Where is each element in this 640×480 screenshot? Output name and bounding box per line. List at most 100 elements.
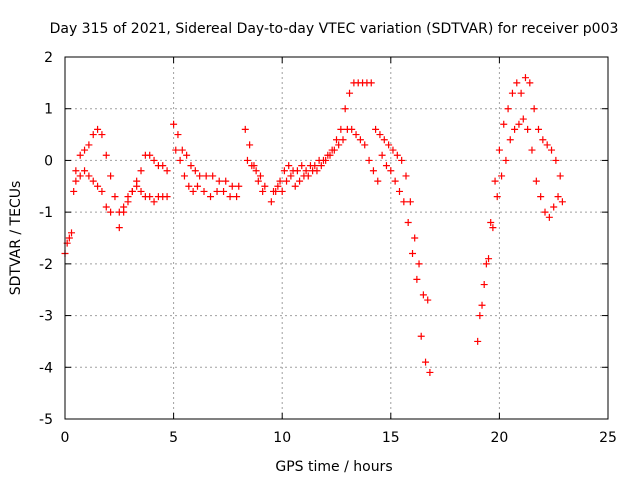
x-tick-label: 0	[61, 430, 70, 446]
data-point	[220, 187, 228, 195]
data-point	[89, 131, 97, 139]
data-point	[491, 177, 499, 185]
data-point	[376, 131, 384, 139]
data-point	[517, 89, 525, 97]
chart-title: Day 315 of 2021, Sidereal Day-to-day VTE…	[50, 21, 619, 37]
y-axis-label: SDTVAR / TECUs	[8, 181, 24, 296]
data-point	[480, 281, 488, 289]
data-point	[424, 296, 432, 304]
data-point	[500, 120, 508, 128]
data-point	[317, 162, 325, 170]
data-point	[174, 131, 182, 139]
data-point	[382, 162, 390, 170]
data-point	[504, 105, 512, 113]
data-point	[339, 136, 347, 144]
grid-lines	[65, 57, 608, 419]
data-point	[404, 218, 412, 226]
data-point	[528, 146, 536, 154]
data-point	[541, 208, 549, 216]
data-point	[515, 120, 523, 128]
x-tick-label: 25	[599, 430, 617, 446]
x-tick-label: 20	[490, 430, 508, 446]
data-point	[530, 105, 538, 113]
data-point	[85, 172, 93, 180]
data-point	[400, 198, 408, 206]
data-point	[296, 177, 304, 185]
data-point	[222, 177, 230, 185]
data-point	[487, 218, 495, 226]
data-point	[406, 198, 414, 206]
data-point	[409, 250, 417, 258]
y-tick-label: 0	[44, 153, 53, 169]
data-point	[476, 312, 484, 320]
data-point	[254, 177, 262, 185]
data-point	[335, 141, 343, 149]
x-tick-label: 10	[273, 430, 291, 446]
data-point	[278, 187, 286, 195]
data-point	[398, 156, 406, 164]
data-point	[395, 187, 403, 195]
data-point	[85, 141, 93, 149]
data-point	[261, 182, 269, 190]
data-point	[532, 177, 540, 185]
x-tick-label: 15	[382, 430, 400, 446]
data-point	[98, 131, 106, 139]
data-point	[68, 229, 76, 237]
data-points	[61, 74, 566, 376]
data-point	[276, 177, 284, 185]
data-point	[180, 172, 188, 180]
y-tick-label: 2	[44, 50, 53, 66]
data-point	[485, 255, 493, 263]
data-point	[322, 156, 330, 164]
data-point	[356, 136, 364, 144]
data-point	[519, 115, 527, 123]
y-tick-label: -3	[39, 309, 53, 325]
data-point	[534, 125, 542, 133]
data-point	[235, 182, 243, 190]
y-tick-label: -2	[39, 257, 53, 273]
data-point	[120, 203, 128, 211]
data-point	[81, 146, 89, 154]
y-tick-label: -1	[39, 205, 53, 221]
data-point	[150, 156, 158, 164]
data-point	[337, 125, 345, 133]
x-axis-label: GPS time / hours	[275, 459, 392, 475]
data-point	[493, 193, 501, 201]
data-point	[402, 172, 410, 180]
data-point	[539, 136, 547, 144]
data-point	[98, 187, 106, 195]
data-point	[283, 177, 291, 185]
data-point	[489, 224, 497, 232]
data-point	[361, 141, 369, 149]
data-point	[478, 301, 486, 309]
data-point	[200, 187, 208, 195]
data-point	[548, 146, 556, 154]
data-point	[415, 260, 423, 268]
axis-tick-labels: 0 5 10 15 20 25 -5 -4 -3 -2 -1 0 1 2	[39, 50, 617, 446]
plot-frame	[64, 56, 609, 420]
data-point	[191, 167, 199, 175]
data-point	[348, 125, 356, 133]
data-point	[163, 193, 171, 201]
data-point	[252, 167, 260, 175]
data-point	[526, 79, 534, 87]
data-point	[94, 125, 102, 133]
data-point	[391, 177, 399, 185]
data-point	[313, 167, 321, 175]
data-point	[128, 187, 136, 195]
data-point	[380, 136, 388, 144]
data-point	[419, 291, 427, 299]
data-point	[196, 172, 204, 180]
data-point	[163, 167, 171, 175]
data-point	[226, 193, 234, 201]
data-point	[76, 151, 84, 159]
data-point	[537, 193, 545, 201]
data-point	[146, 151, 154, 159]
data-point	[413, 275, 421, 283]
data-point	[372, 125, 380, 133]
data-point	[248, 162, 256, 170]
data-point	[426, 368, 434, 376]
data-point	[502, 156, 510, 164]
y-tick-label: -4	[39, 360, 53, 376]
